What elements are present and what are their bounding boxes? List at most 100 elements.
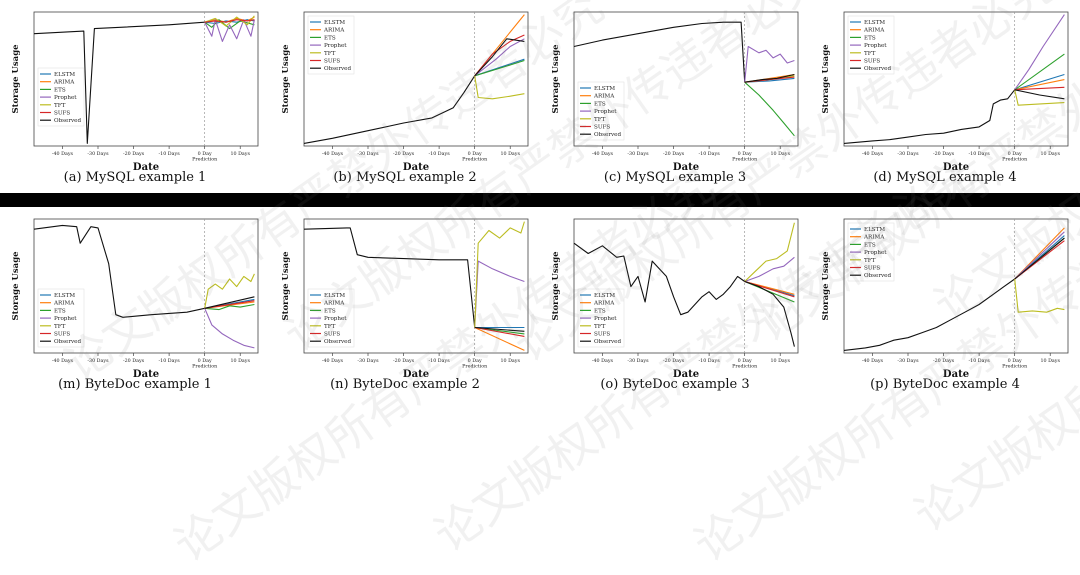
row-divider	[0, 193, 1080, 207]
legend-label-arima: ARIMA	[323, 301, 345, 307]
series-line-sufs	[204, 19, 255, 23]
x-tick-label: -10 Days	[699, 358, 721, 364]
observed-history-line	[843, 89, 1016, 144]
series-line-prophet	[204, 19, 255, 42]
x-tick-label: Prediction	[732, 157, 757, 163]
legend-label-sufs: SUFS	[54, 332, 70, 338]
y-axis-label: Storage Usage	[11, 251, 21, 321]
series-line-tft	[744, 222, 795, 282]
series-line-prophet	[204, 308, 255, 349]
x-tick-label: 10 Days	[230, 151, 250, 157]
series-line-observed	[744, 280, 795, 347]
legend-label-observed: Observed	[594, 132, 621, 138]
series-line-sufs	[1014, 86, 1065, 91]
x-tick-label: -40 Days	[592, 151, 614, 157]
series-line-observed	[744, 73, 795, 83]
x-tick-label: 0 Day	[198, 151, 212, 157]
legend-label-elstm: ELSTM	[324, 293, 345, 299]
chart-svg-bytedoc3: -40 Days -30 Days -20 Days -10 Days 0 DayPre…	[551, 218, 799, 380]
series-line-ets	[474, 59, 525, 77]
x-tick-label: 10 Days	[500, 358, 520, 364]
panel-caption: (p) ByteDoc example 4	[870, 377, 1020, 392]
chart-panel-mysql1: -40 Days -30 Days -20 Days -10 Days 0 Day Pre…	[0, 0, 270, 193]
series-line-tft	[474, 75, 525, 100]
x-tick-label: -30 Days	[627, 151, 649, 157]
plot-frame	[303, 218, 529, 354]
x-axis-label: Date	[133, 369, 159, 380]
chart-svg-mysql2: -40 Days -30 Days -20 Days -10 Days 0 DayPre…	[281, 11, 529, 173]
legend-label-sufs: SUFS	[324, 59, 340, 65]
x-tick-label: -30 Days	[87, 358, 109, 364]
chart-panel-mysql2: -40 Days -30 Days -20 Days -10 Days 0 Day Pre…	[270, 0, 540, 193]
observed-history-line	[573, 21, 746, 83]
x-tick-label: -20 Days	[933, 358, 955, 364]
legend-label-elstm: ELSTM	[594, 293, 615, 299]
x-axis-label: Date	[403, 369, 429, 380]
legend-label-ets: ETS	[594, 308, 606, 314]
series-line-prophet	[474, 260, 525, 328]
panel-caption: (m) ByteDoc example 1	[58, 377, 212, 392]
x-tick-label: Prediction	[732, 364, 757, 370]
x-tick-label: -30 Days	[357, 358, 379, 364]
x-tick-label: 0 Day	[1008, 358, 1022, 364]
y-axis-label: Storage Usage	[821, 44, 831, 114]
series-line-sufs	[474, 34, 525, 77]
series-line-elstm	[1014, 73, 1065, 91]
legend-label-arima: ARIMA	[863, 28, 885, 34]
legend-label-elstm: ELSTM	[594, 86, 615, 92]
legend-label-prophet: Prophet	[864, 250, 887, 256]
y-axis-label: Storage Usage	[551, 44, 561, 114]
x-tick-label: 0 Day	[198, 358, 212, 364]
x-tick-label: 10 Days	[230, 358, 250, 364]
legend-label-elstm: ELSTM	[864, 227, 885, 233]
legend-label-ets: ETS	[54, 87, 66, 93]
series-line-tft	[204, 273, 255, 309]
legend-label-tft: TFT	[324, 51, 336, 57]
legend-label-elstm: ELSTM	[54, 72, 75, 78]
observed-history-line	[843, 278, 1016, 351]
x-axis-label: Date	[943, 369, 969, 380]
x-tick-label: -30 Days	[897, 358, 919, 364]
series-line-prophet	[744, 256, 795, 283]
x-tick-label: Prediction	[462, 157, 487, 163]
chart-panel-bytedoc4: -40 Days -30 Days -20 Days -10 Days 0 Day Pre…	[810, 207, 1080, 400]
legend-label-observed: Observed	[324, 66, 351, 72]
legend-label-sufs: SUFS	[594, 332, 610, 338]
x-tick-label: 0 Day	[1008, 151, 1022, 157]
y-axis-label: Storage Usage	[11, 44, 21, 114]
x-tick-label: -40 Days	[52, 151, 74, 157]
panel-caption: (d) MySQL example 4	[873, 170, 1017, 185]
x-tick-label: -10 Days	[429, 151, 451, 157]
x-tick-label: -40 Days	[862, 358, 884, 364]
legend-label-tft: TFT	[594, 117, 606, 123]
y-axis-label: Storage Usage	[281, 251, 291, 321]
chart-panel-mysql3: -40 Days -30 Days -20 Days -10 Days 0 Day Pre…	[540, 0, 810, 193]
legend-label-tft: TFT	[594, 324, 606, 330]
x-tick-label: -10 Days	[969, 358, 991, 364]
panel-caption: (n) ByteDoc example 2	[330, 377, 480, 392]
panel-caption: (b) MySQL example 2	[333, 170, 477, 185]
x-tick-label: -20 Days	[123, 151, 145, 157]
x-tick-label: Prediction	[192, 157, 217, 163]
x-axis-label: Date	[673, 369, 699, 380]
x-tick-label: Prediction	[192, 364, 217, 370]
series-line-ets	[744, 81, 795, 137]
x-tick-label: 10 Days	[770, 358, 790, 364]
legend-label-observed: Observed	[54, 118, 81, 124]
chart-panel-bytedoc3: -40 Days -30 Days -20 Days -10 Days 0 Day Pre…	[540, 207, 810, 400]
observed-history-line	[33, 224, 205, 318]
x-tick-label: -30 Days	[627, 358, 649, 364]
series-line-observed	[474, 38, 525, 77]
legend-label-ets: ETS	[594, 101, 606, 107]
chart-svg-mysql3: -40 Days -30 Days -20 Days -10 Days 0 DayPre…	[551, 11, 799, 173]
x-tick-label: -40 Days	[862, 151, 884, 157]
legend-label-arima: ARIMA	[53, 80, 75, 86]
x-axis-label: Date	[943, 162, 969, 173]
x-tick-label: 10 Days	[500, 151, 520, 157]
legend-label-arima: ARIMA	[323, 28, 345, 34]
legend-label-sufs: SUFS	[594, 125, 610, 131]
